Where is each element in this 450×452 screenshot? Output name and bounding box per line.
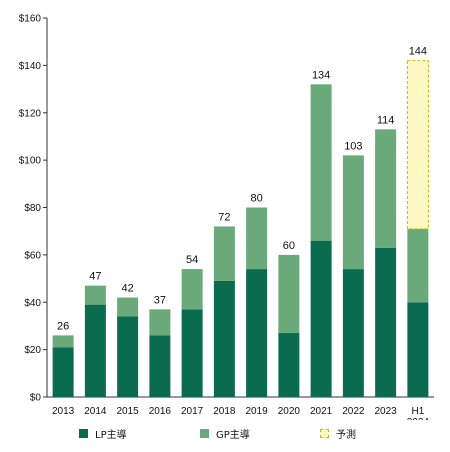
bar-total-label: 80 bbox=[251, 193, 263, 205]
y-tick-label: $100 bbox=[19, 156, 42, 167]
x-tick-label: H12024 bbox=[407, 406, 430, 420]
x-tick-label: 2017 bbox=[181, 406, 204, 417]
stacked-bar-chart: $0$20$40$60$80$100$120$140$160 201326201… bbox=[19, 14, 434, 420]
x-tick-label: 2014 bbox=[84, 406, 107, 417]
legend-label-lp: LP主導 bbox=[95, 430, 127, 441]
legend-item-forecast: 予測 bbox=[320, 426, 356, 441]
x-tick-label: 2021 bbox=[310, 406, 333, 417]
legend-swatch-forecast bbox=[320, 429, 329, 438]
x-tick-label: 2016 bbox=[149, 406, 172, 417]
x-tick-label: 2023 bbox=[375, 406, 398, 417]
bar-segment bbox=[117, 316, 139, 397]
bar-segment bbox=[84, 304, 106, 397]
bar-segment bbox=[278, 254, 300, 334]
bar-total-label: 26 bbox=[57, 320, 69, 332]
bar-total-label: 72 bbox=[218, 211, 230, 223]
legend-item-gp: GP主導 bbox=[200, 426, 250, 441]
y-tick-label: $140 bbox=[19, 61, 42, 72]
x-tick-label: 2015 bbox=[117, 406, 140, 417]
legend-swatch-gp bbox=[200, 429, 209, 438]
bar-segment bbox=[246, 269, 268, 397]
bar-total-label: 47 bbox=[89, 271, 101, 283]
bar-segment bbox=[117, 297, 139, 317]
y-tick-label: $20 bbox=[24, 345, 41, 356]
bar-segment bbox=[278, 333, 300, 397]
chart-bars bbox=[52, 60, 429, 397]
bar-segment bbox=[342, 155, 364, 270]
bar-segment bbox=[246, 207, 268, 270]
bar-segment bbox=[407, 228, 429, 303]
bar-segment bbox=[213, 226, 235, 281]
bar-segment bbox=[181, 269, 203, 310]
bar-segment bbox=[406, 60, 429, 230]
bar-segment bbox=[52, 347, 74, 397]
bar-total-label: 60 bbox=[283, 240, 295, 252]
bar-segment bbox=[310, 240, 332, 397]
x-tick-label: 2019 bbox=[246, 406, 269, 417]
bar-total-label: 37 bbox=[154, 294, 166, 306]
y-tick-label: $80 bbox=[24, 203, 41, 214]
bar-segment bbox=[84, 285, 106, 305]
y-tick-label: $0 bbox=[30, 393, 42, 404]
legend-item-lp: LP主導 bbox=[79, 426, 127, 441]
y-tick-label: $60 bbox=[24, 250, 41, 261]
bar-segment bbox=[213, 280, 235, 397]
y-tick-label: $120 bbox=[19, 108, 42, 119]
bar-total-label: 114 bbox=[377, 114, 395, 126]
bar-total-label: 103 bbox=[344, 140, 362, 152]
bar-segment bbox=[149, 309, 171, 336]
chart-legend: LP主導 GP主導 予測 bbox=[0, 426, 450, 446]
bar-segment bbox=[375, 247, 397, 397]
x-tick-label: 2022 bbox=[342, 406, 365, 417]
x-tick-label: 2018 bbox=[213, 406, 236, 417]
bar-segment bbox=[407, 302, 429, 397]
y-tick-label: $160 bbox=[19, 14, 42, 25]
x-tick-label: 2013 bbox=[52, 406, 75, 417]
chart-labels: 2013 26 2014 47 2015 42 2016 37 2017 54 2018 72 2019… bbox=[52, 46, 429, 420]
legend-label-forecast: 予測 bbox=[336, 430, 356, 441]
bar-segment bbox=[342, 269, 364, 397]
legend-swatch-lp bbox=[79, 429, 88, 438]
bar-segment bbox=[375, 129, 397, 248]
x-tick-label: 2020 bbox=[278, 406, 301, 417]
bar-segment bbox=[310, 84, 332, 241]
y-tick-label: $40 bbox=[24, 298, 41, 309]
bar-total-label: 144 bbox=[409, 46, 427, 58]
bar-total-label: 42 bbox=[122, 283, 134, 295]
bar-segment bbox=[52, 335, 74, 348]
bar-segment bbox=[181, 309, 203, 397]
legend-label-gp: GP主導 bbox=[216, 430, 250, 441]
bar-total-label: 134 bbox=[312, 69, 330, 81]
chart-axes: $0 $20 $40 $60 $80 $100 $120 $140 $160 bbox=[19, 14, 434, 404]
bar-total-label: 54 bbox=[186, 254, 198, 266]
bar-segment bbox=[149, 335, 171, 397]
